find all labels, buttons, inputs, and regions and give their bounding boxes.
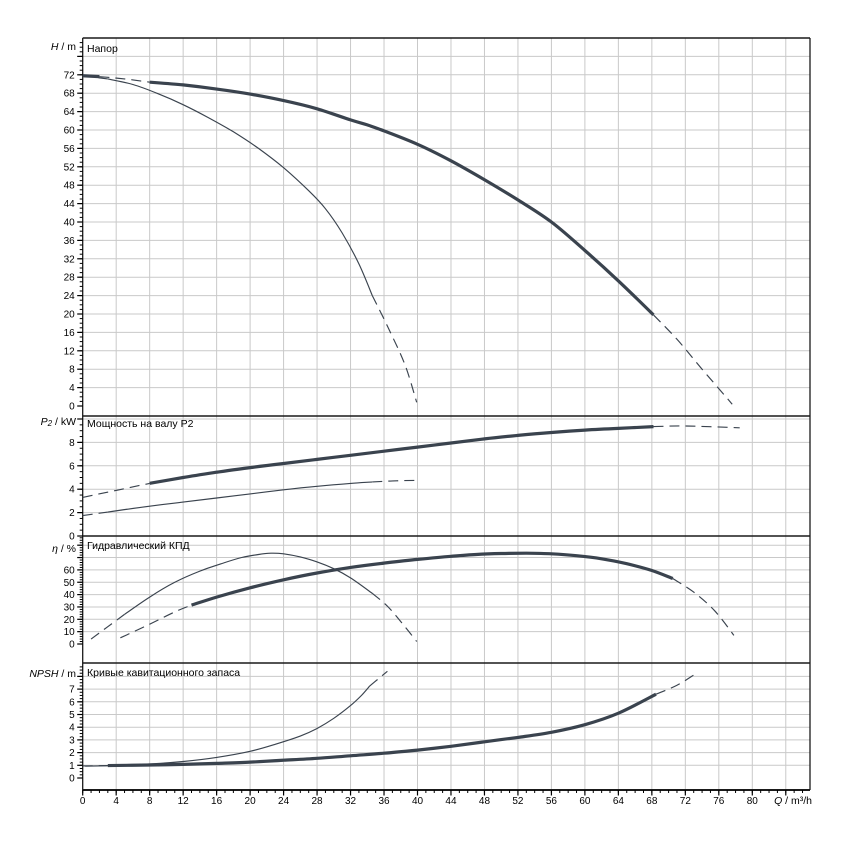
y-tick-label-head: 68 [64, 89, 76, 100]
y-tick-label-head: 20 [64, 310, 76, 321]
y-tick-label-npsh: 3 [69, 735, 75, 746]
y-tick-label-npsh: 5 [69, 710, 75, 721]
y-tick-label-npsh: 7 [69, 685, 75, 696]
main-pump-power-curve [82, 425, 740, 498]
x-tick-label: 20 [245, 796, 257, 807]
y-tick-label-head: 4 [69, 383, 75, 394]
y-tick-label-efficiency: 0 [69, 640, 75, 651]
secondary-pump-power-curve [82, 479, 418, 517]
y-tick-label-npsh: 0 [69, 774, 75, 785]
y-tick-label-power: 8 [69, 438, 75, 449]
y-tick-label-head: 24 [64, 291, 76, 302]
y-tick-label-head: 28 [64, 273, 76, 284]
chart-title-head: Напор [87, 43, 118, 55]
x-tick-label: 4 [113, 796, 119, 807]
y-tick-label-power: 0 [69, 532, 75, 543]
x-tick-label: 44 [445, 796, 457, 807]
chart-frame [82, 37, 811, 791]
chart-title-power: Мощность на валу P2 [87, 418, 194, 430]
y-tick-label-head: 56 [64, 144, 76, 155]
axis-tick-labels: 0481216202428323640444852566064687202468… [64, 70, 759, 807]
main-pump-head-curve [82, 74, 733, 405]
y-tick-label-head: 60 [64, 126, 76, 137]
chart-title-efficiency: Гидравлический КПД [87, 540, 190, 552]
x-tick-label: 0 [80, 796, 86, 807]
y-tick-label-efficiency: 60 [64, 565, 76, 576]
y-tick-label-head: 16 [64, 328, 76, 339]
x-tick-label: 76 [713, 796, 725, 807]
pump-curves [82, 74, 740, 768]
axis-ticks [77, 42, 804, 796]
y-tick-label-head: 40 [64, 218, 76, 229]
y-tick-label-head: 32 [64, 254, 76, 265]
chart-title-npsh: Кривые кавитационного запаса [87, 667, 240, 679]
y-tick-label-head: 8 [69, 365, 75, 376]
x-tick-label: 24 [278, 796, 290, 807]
x-tick-label: 72 [680, 796, 692, 807]
x-tick-label: 40 [412, 796, 424, 807]
x-tick-label: 80 [747, 796, 759, 807]
y-tick-label-head: 12 [64, 346, 76, 357]
y-tick-label-npsh: 2 [69, 748, 75, 759]
secondary-pump-efficiency-curve [90, 552, 418, 642]
y-tick-label-power: 4 [69, 485, 75, 496]
secondary-pump-head-curve [82, 75, 418, 403]
x-tick-label: 8 [147, 796, 153, 807]
gridlines [82, 38, 810, 790]
y-tick-label-efficiency: 10 [64, 627, 76, 638]
y-axis-title-efficiency: η / % [52, 543, 76, 555]
x-tick-label: 68 [646, 796, 658, 807]
x-tick-label: 60 [579, 796, 591, 807]
y-tick-label-efficiency: 40 [64, 590, 76, 601]
y-tick-label-efficiency: 20 [64, 615, 76, 626]
main-pump-efficiency-curve [120, 551, 735, 639]
y-tick-label-head: 52 [64, 162, 76, 173]
y-axis-title-head: H / m [51, 41, 76, 53]
y-tick-label-npsh: 6 [69, 697, 75, 708]
y-tick-label-head: 36 [64, 236, 76, 247]
y-tick-label-power: 2 [69, 508, 75, 519]
y-tick-label-head: 64 [64, 107, 76, 118]
x-tick-label: 56 [546, 796, 558, 807]
x-tick-label: 32 [345, 796, 357, 807]
y-axis-title-power: P2 / kW [41, 416, 76, 428]
x-tick-label: 48 [479, 796, 491, 807]
x-axis-title: Q / m³/h [774, 795, 812, 807]
y-tick-label-npsh: 1 [69, 761, 75, 772]
y-tick-label-head: 44 [64, 199, 76, 210]
x-tick-label: 12 [178, 796, 190, 807]
y-tick-label-efficiency: 50 [64, 578, 76, 589]
y-tick-label-head: 48 [64, 181, 76, 192]
y-tick-label-head: 72 [64, 70, 76, 81]
x-tick-label: 64 [613, 796, 625, 807]
y-tick-label-power: 6 [69, 461, 75, 472]
x-tick-label: 36 [378, 796, 390, 807]
y-axis-title-npsh: NPSH / m [29, 668, 76, 680]
y-tick-label-head: 0 [69, 402, 75, 413]
y-tick-label-npsh: 4 [69, 723, 75, 734]
x-tick-label: 16 [211, 796, 223, 807]
secondary-pump-npsh-curve [85, 670, 388, 767]
x-tick-label: 28 [311, 796, 323, 807]
y-tick-label-efficiency: 30 [64, 602, 76, 613]
x-tick-label: 52 [512, 796, 524, 807]
